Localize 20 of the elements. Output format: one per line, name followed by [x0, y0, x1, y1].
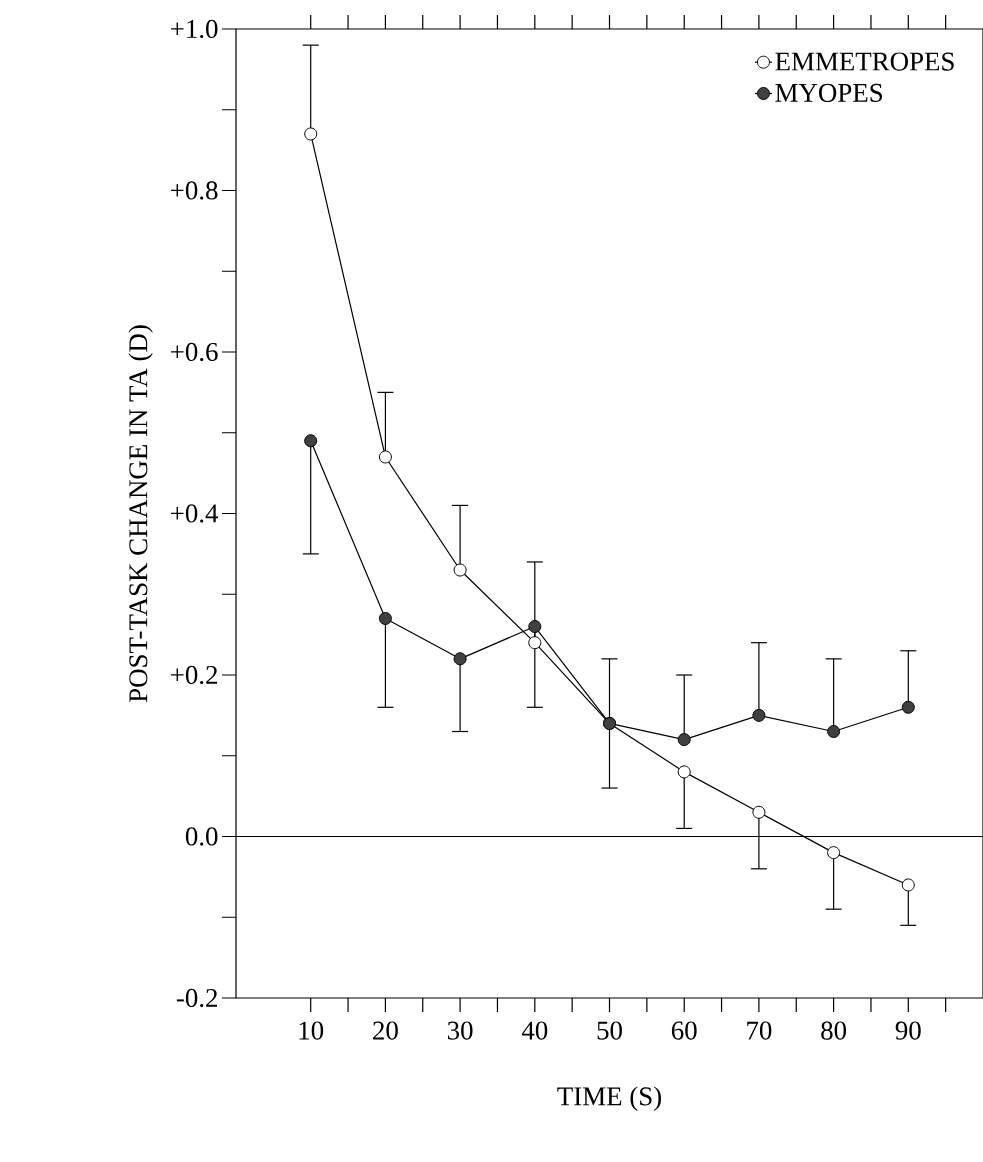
- legend-label: MYOPES: [775, 83, 883, 102]
- x-tick-label: 40: [521, 1021, 548, 1040]
- y-tick-label: +0.8: [171, 181, 218, 200]
- x-tick-label: 30: [447, 1021, 473, 1040]
- y-tick-label: -0.2: [176, 988, 217, 1008]
- legend-label: EMMETROPES: [775, 52, 954, 71]
- y-tick-label: +0.4: [171, 504, 219, 523]
- y-axis-title: POST-TASK CHANGE IN TA (D): [128, 325, 153, 703]
- x-tick-label: 90: [895, 1021, 921, 1040]
- x-tick-label: 70: [747, 1021, 772, 1040]
- y-tick-label: +0.6: [171, 342, 218, 362]
- x-tick-label: 50: [597, 1021, 622, 1040]
- y-tick-label: +1.0: [171, 19, 218, 39]
- x-tick-label: 80: [821, 1021, 847, 1040]
- x-axis-title: TIME (S): [557, 1086, 661, 1111]
- y-tick-label: +0.2: [171, 665, 217, 685]
- x-tick-label: 10: [299, 1021, 324, 1040]
- x-tick-label: 60: [671, 1021, 697, 1040]
- x-tick-label: 20: [373, 1021, 398, 1040]
- y-tick-label: 0.0: [185, 827, 218, 846]
